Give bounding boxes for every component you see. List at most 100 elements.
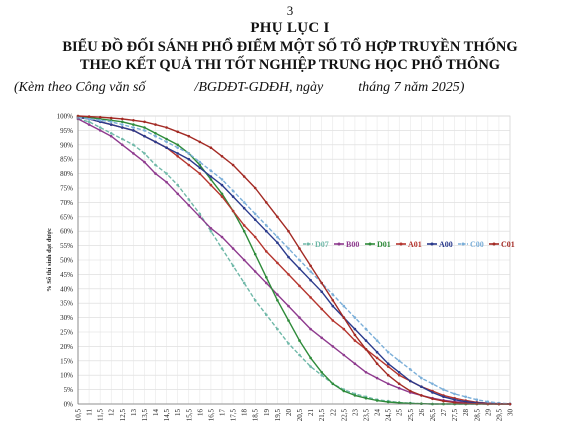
data-point-a00	[121, 126, 124, 129]
data-point-a01	[276, 261, 279, 265]
data-point-b00	[397, 386, 401, 390]
data-point-d01	[132, 123, 135, 126]
data-point-d01	[309, 356, 312, 360]
data-point-a00	[132, 129, 135, 132]
data-point-a00	[198, 166, 202, 170]
data-point-c01	[364, 348, 368, 351]
data-point-c01	[453, 401, 456, 404]
data-point-b00	[353, 362, 357, 366]
series-c01	[76, 114, 512, 406]
data-point-b00	[87, 123, 91, 126]
data-point-b00	[209, 227, 213, 230]
y-tick-label: 45%	[60, 271, 73, 279]
data-point-c00	[309, 270, 312, 273]
y-tick-label: 10%	[60, 372, 73, 380]
data-point-d07	[87, 120, 91, 124]
y-tick-label: 75%	[60, 185, 73, 193]
legend-label-a00: A00	[439, 240, 453, 249]
data-point-c00	[431, 382, 434, 386]
data-point-b00	[265, 281, 268, 285]
data-point-c00	[154, 134, 157, 138]
data-point-c01	[198, 140, 202, 144]
data-point-c01	[409, 389, 412, 393]
x-tick-label: 22	[329, 409, 337, 417]
data-point-c00	[409, 368, 412, 371]
x-tick-label: 20,5	[296, 409, 304, 422]
data-point-c00	[420, 376, 423, 380]
series-c00	[76, 116, 512, 406]
x-tick-label: 26,5	[429, 409, 437, 422]
data-point-c01	[320, 281, 324, 285]
data-point-c00	[265, 224, 268, 227]
data-point-a00	[165, 146, 168, 149]
data-point-a01	[242, 224, 246, 227]
legend-marker-c00	[461, 242, 465, 246]
data-point-d07	[309, 365, 312, 368]
data-point-c00	[187, 152, 191, 155]
data-point-b00	[231, 247, 235, 250]
x-tick-label: 27	[440, 409, 448, 417]
x-tick-label: 11	[86, 409, 94, 416]
x-tick-label: 29	[484, 409, 492, 417]
data-point-a01	[209, 183, 213, 187]
data-point-a00	[242, 206, 246, 210]
x-tick-label: 24	[374, 409, 382, 417]
x-tick-label: 19,5	[274, 409, 282, 422]
legend-marker-a00	[430, 242, 434, 246]
data-point-d01	[397, 401, 401, 405]
chart-heading-line-2: THEO KẾT QUẢ THI TỐT NGHIỆP TRUNG HỌC PH…	[79, 57, 501, 73]
legend-marker-d01	[368, 242, 372, 246]
data-point-d01	[342, 389, 346, 393]
y-tick-label: 25%	[60, 329, 73, 337]
data-point-a00	[209, 175, 213, 178]
data-point-d01	[353, 394, 357, 397]
data-point-b00	[287, 304, 290, 308]
data-point-c01	[386, 373, 390, 377]
data-point-b00	[143, 160, 146, 164]
x-tick-label: 14,5	[163, 409, 171, 422]
x-tick-label: 23,5	[363, 409, 371, 422]
data-point-c01	[187, 134, 191, 138]
y-tick-label: 5%	[64, 386, 74, 394]
data-point-c00	[453, 392, 456, 396]
x-tick-label: 21	[307, 409, 315, 417]
data-point-d07	[98, 126, 102, 129]
data-point-a01	[397, 373, 401, 377]
data-point-d07	[154, 163, 157, 167]
data-point-b00	[253, 270, 257, 273]
legend-item-a01: A01	[396, 240, 422, 249]
data-point-c00	[132, 126, 135, 129]
data-point-a01	[198, 172, 202, 175]
data-point-c01	[397, 382, 401, 386]
y-tick-label: 90%	[60, 141, 73, 149]
data-point-a01	[253, 235, 257, 239]
x-tick-label: 16	[196, 409, 204, 417]
y-tick-label: 0%	[64, 401, 74, 409]
legend-item-a00: A00	[427, 240, 453, 249]
x-tick-label: 25,5	[407, 409, 415, 422]
x-tick-label: 19	[263, 409, 271, 417]
data-point-d07	[253, 299, 257, 302]
data-point-c01	[87, 115, 91, 118]
data-point-d01	[364, 396, 368, 400]
data-point-b00	[198, 215, 202, 219]
series-line-a00	[77, 116, 511, 405]
data-point-c01	[154, 123, 157, 126]
data-point-c00	[121, 123, 124, 126]
legend-item-d07: D07	[303, 240, 329, 249]
data-point-d01	[176, 143, 179, 147]
legend-marker-b00	[337, 242, 341, 246]
legend-marker-c01	[492, 242, 496, 246]
data-point-a01	[187, 163, 191, 167]
data-point-d01	[143, 126, 146, 129]
appendix-title: PHỤ LỤC I	[250, 20, 330, 36]
data-point-b00	[276, 293, 279, 296]
y-axis-label: % Số thí sinh đạt được	[46, 228, 53, 292]
x-tick-label: 26	[418, 409, 426, 417]
data-point-a00	[364, 339, 368, 342]
y-tick-label: 20%	[60, 343, 73, 351]
data-point-d07	[121, 137, 124, 141]
data-point-a00	[109, 123, 113, 126]
data-point-c01	[375, 362, 379, 366]
data-point-d07	[320, 373, 324, 377]
